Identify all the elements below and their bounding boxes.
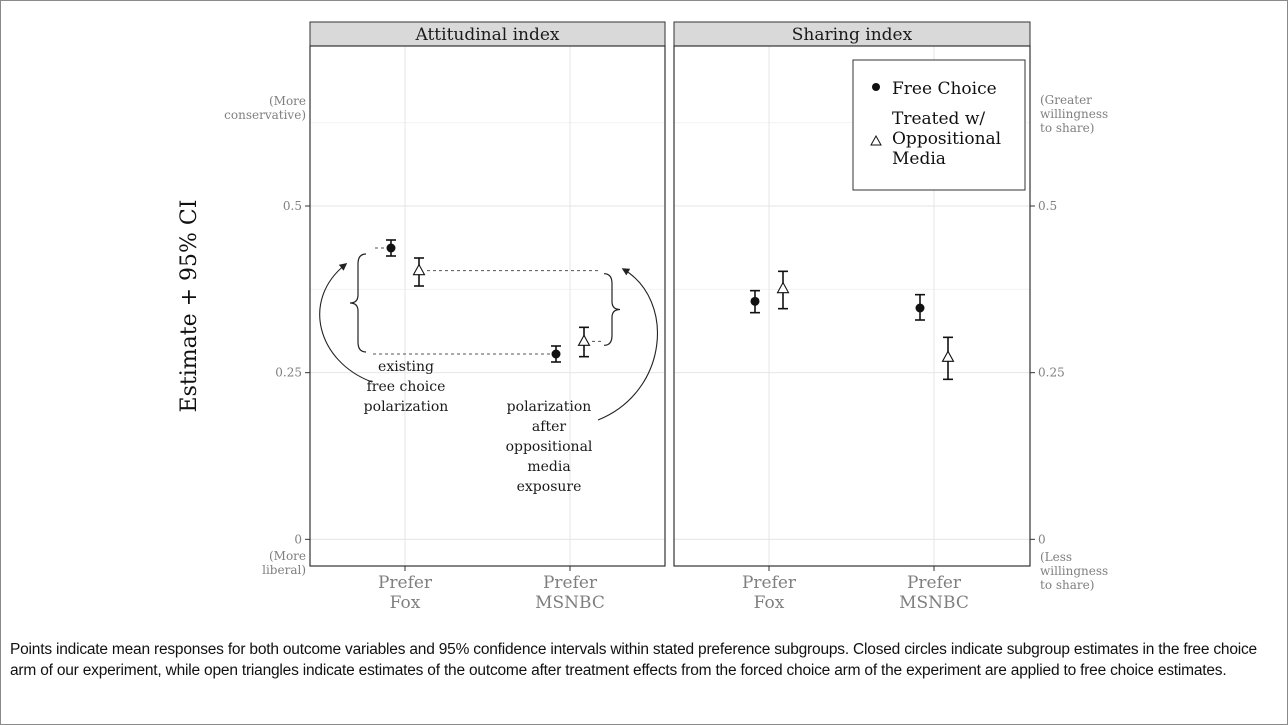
x-tick-label: Fox [390, 593, 421, 613]
x-tick-label: Prefer [907, 573, 962, 593]
panel-border [673, 45, 1031, 567]
x-tick-label: Prefer [742, 573, 797, 593]
point-free-choice [386, 243, 396, 253]
legend-label-treated: Treated w/ [892, 109, 985, 129]
legend-key-triangle [870, 134, 882, 146]
right-axis-note-top: (Greater [1040, 93, 1092, 107]
panel-title: Sharing index [792, 25, 913, 45]
y-axis-title: Estimate + 95% CI [177, 200, 202, 413]
right-axis-note-bottom: to share) [1040, 578, 1094, 592]
annotation-existing: existing [378, 359, 434, 375]
x-tick-label: Fox [754, 593, 785, 613]
y-tick-label-right: 0.5 [1038, 199, 1057, 213]
point-treated [776, 281, 790, 294]
y-tick-label-right: 0 [1038, 532, 1046, 546]
left-axis-note-bottom: (More [269, 549, 306, 563]
point-treated [412, 263, 426, 276]
annotation-after: exposure [517, 479, 582, 495]
x-tick-label: Prefer [378, 573, 433, 593]
x-tick-label: Prefer [543, 573, 598, 593]
y-tick-label-right: 0.25 [1038, 366, 1065, 380]
panel-strip [673, 21, 1031, 47]
legend-label-free-choice: Free Choice [892, 79, 997, 99]
y-tick-label-left: 0.25 [275, 366, 302, 380]
point-free-choice [551, 349, 561, 359]
annotation-after: media [527, 459, 570, 475]
point-treated [941, 350, 955, 362]
panel-border [309, 45, 666, 567]
legend-label-treated: Media [892, 149, 946, 169]
legend-label-treated: Oppositional [892, 129, 1001, 149]
point-treated [577, 334, 591, 346]
brace-existing [349, 253, 367, 353]
y-tick-label-left: 0.5 [283, 199, 302, 213]
left-axis-note-bottom: liberal) [262, 563, 306, 577]
right-axis-note-bottom: (Less [1040, 550, 1072, 564]
panel-title: Attitudinal index [414, 25, 559, 45]
point-free-choice [750, 296, 760, 306]
right-axis-note-top: to share) [1040, 121, 1094, 135]
annotation-after: oppositional [506, 439, 593, 455]
annotation-after: polarization [507, 399, 592, 415]
left-axis-note-top: (More [269, 94, 306, 108]
panel-background [310, 46, 665, 566]
left-axis-note-top: conservative) [224, 108, 306, 122]
y-tick-label-left: 0 [294, 532, 302, 546]
figure-caption: Points indicate mean responses for both … [10, 641, 1257, 679]
x-tick-label: MSNBC [535, 593, 605, 613]
legend-box [852, 59, 1026, 191]
arrow-after [597, 268, 659, 421]
arrow-existing [319, 263, 373, 383]
right-axis-note-top: willingness [1040, 107, 1108, 121]
x-tick-label: MSNBC [899, 593, 969, 613]
legend-key-circle [872, 83, 880, 91]
annotation-existing: polarization [364, 399, 449, 415]
point-free-choice [915, 303, 925, 313]
right-axis-note-bottom: willingness [1040, 564, 1108, 578]
annotation-existing: free choice [367, 379, 446, 395]
annotation-after: after [532, 419, 566, 435]
brace-after [603, 273, 621, 346]
